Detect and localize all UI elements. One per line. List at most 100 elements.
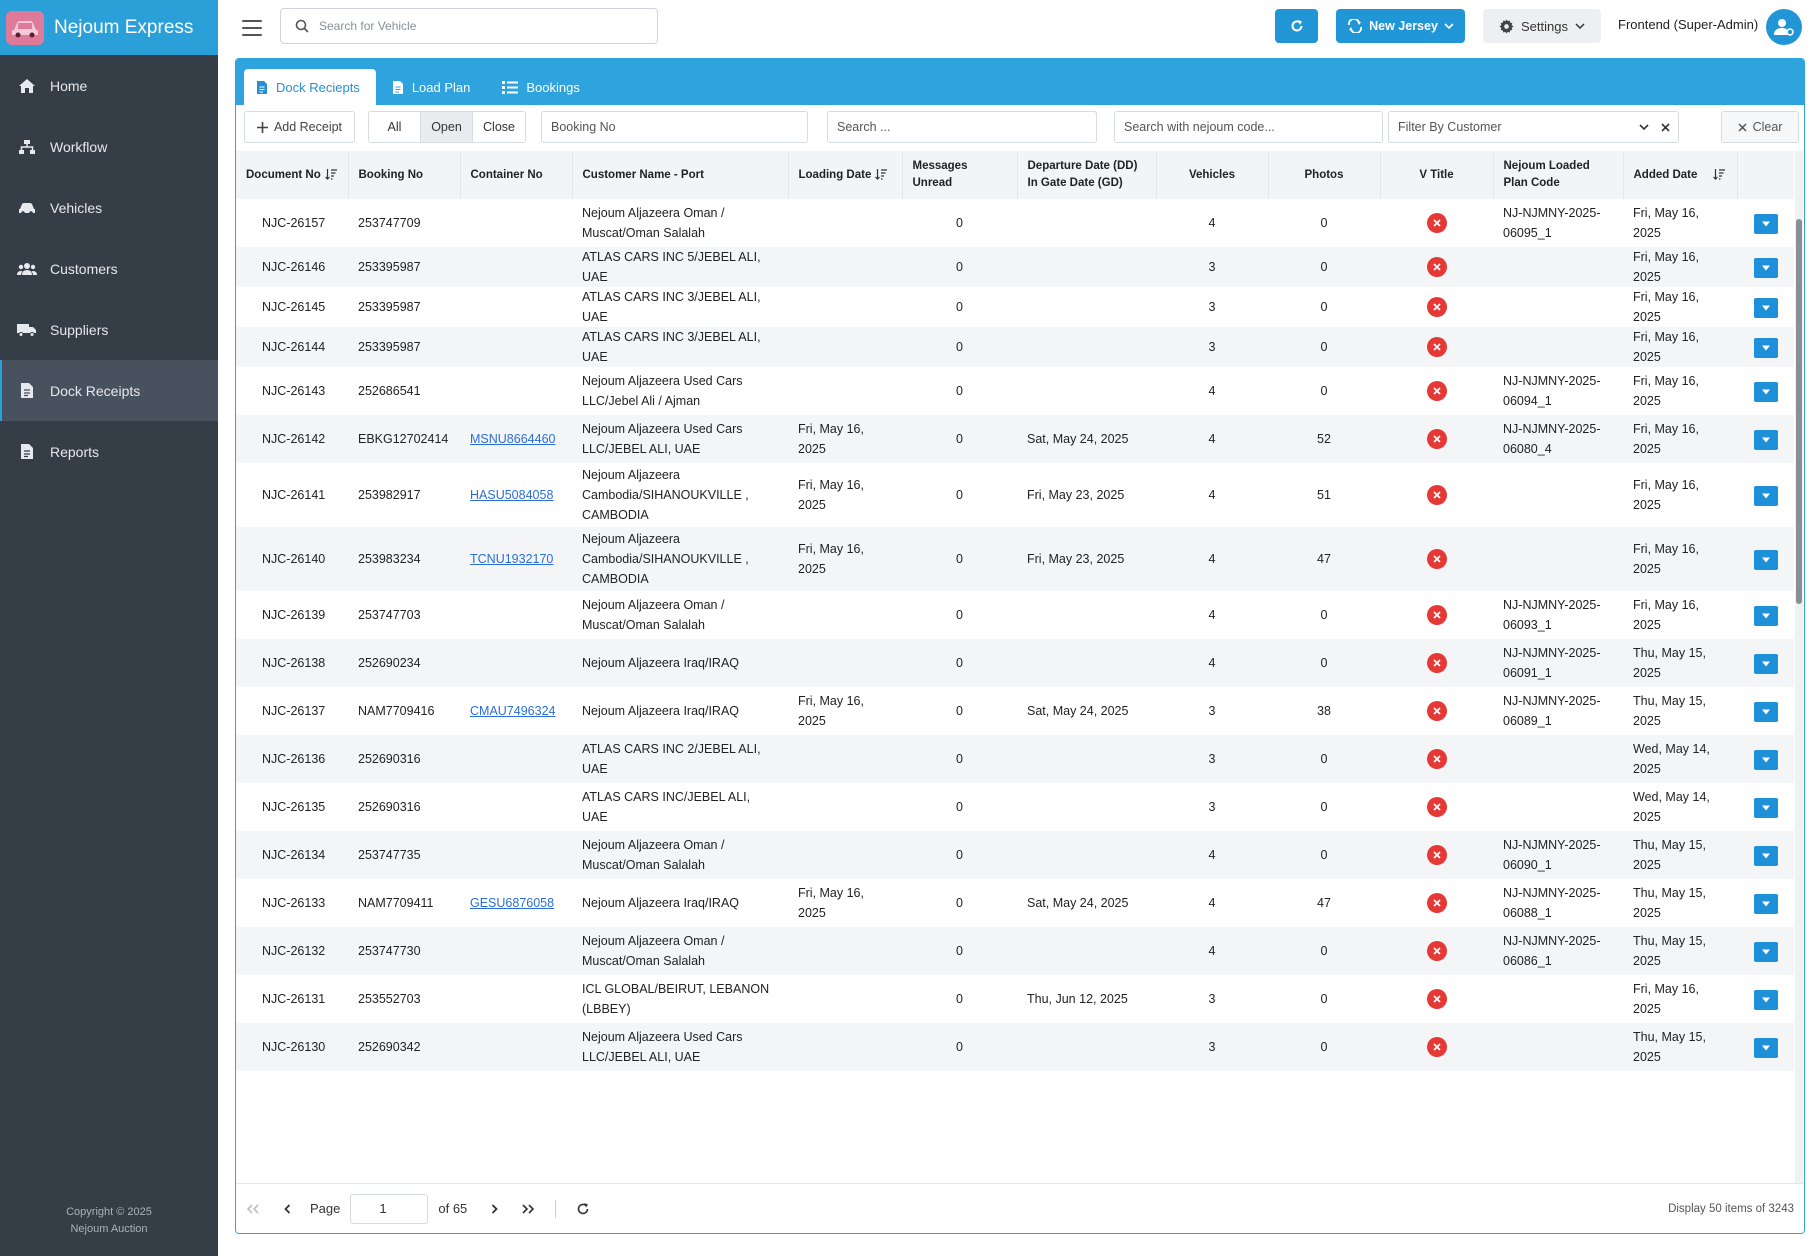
user-name[interactable]: Frontend (Super-Admin)	[1618, 17, 1759, 32]
sidebar-item-reports[interactable]: Reports	[0, 421, 218, 482]
column-header-messages-unread[interactable]: Messages Unread	[902, 151, 1018, 199]
table-row[interactable]: NJC-26138 252690234 Nejoum Aljazeera Iraq/…	[236, 639, 1794, 687]
table-row[interactable]: NJC-26132 253747730 Nejoum Aljazeera Oman …	[236, 927, 1794, 975]
row-actions-button[interactable]	[1753, 845, 1778, 866]
tab-load-plan[interactable]: Load Plan	[380, 69, 487, 105]
table-row[interactable]: NJC-26130 252690342 Nejoum Aljazeera Used …	[236, 1023, 1794, 1071]
column-header-loading-date[interactable]: Loading Date	[788, 151, 903, 199]
sidebar-item-workflow[interactable]: Workflow	[0, 116, 218, 177]
column-header-v-title[interactable]: V Title	[1380, 151, 1494, 199]
container-link[interactable]: HASU5084058	[470, 488, 554, 502]
row-actions-button[interactable]	[1753, 257, 1778, 278]
table-row[interactable]: NJC-26133 NAM7709411 GESU6876058 Nejoum Alj…	[236, 879, 1794, 927]
chevron-down-icon[interactable]	[1639, 124, 1649, 130]
loading-date-cell	[788, 367, 902, 415]
table-row[interactable]: NJC-26145 253395987 ATLAS CARS INC 3/JEBEL…	[236, 287, 1794, 327]
brand[interactable]: Nejoum Express	[0, 0, 218, 55]
column-header-document-no[interactable]: Document No	[236, 151, 349, 199]
sidebar-item-vehicles[interactable]: Vehicles	[0, 177, 218, 238]
search-input[interactable]: Search ...	[827, 111, 1097, 143]
table-row[interactable]: NJC-26134 253747735 Nejoum Aljazeera Oman …	[236, 831, 1794, 879]
table-row[interactable]: NJC-26157 253747709 Nejoum Aljazeera Oman …	[236, 199, 1794, 247]
sidebar-item-home[interactable]: Home	[0, 55, 218, 116]
container-no-cell: GESU6876058	[460, 879, 572, 927]
add-receipt-button[interactable]: Add Receipt	[244, 111, 355, 143]
filter-all-button[interactable]: All	[369, 112, 421, 142]
row-actions-button[interactable]	[1753, 429, 1778, 450]
page-number-input[interactable]: 1	[350, 1193, 429, 1224]
refresh-button[interactable]	[1275, 9, 1318, 43]
row-actions-button[interactable]	[1753, 1037, 1778, 1058]
row-actions-button[interactable]	[1753, 297, 1778, 318]
row-actions-button[interactable]	[1753, 989, 1778, 1010]
sort-icon[interactable]	[1713, 168, 1726, 180]
row-actions-button[interactable]	[1753, 605, 1778, 626]
sort-icon[interactable]	[875, 168, 888, 180]
sidebar-item-customers[interactable]: Customers	[0, 238, 218, 299]
close-icon[interactable]	[1661, 122, 1670, 132]
table-row[interactable]: NJC-26142 EBKG12702414 MSNU8664460 Nejoum A…	[236, 415, 1794, 463]
table-row[interactable]: NJC-26137 NAM7709416 CMAU7496324 Nejoum Alj…	[236, 687, 1794, 735]
tab-dock-reciepts[interactable]: Dock Reciepts	[244, 69, 376, 105]
branch-select-button[interactable]: New Jersey	[1336, 9, 1465, 43]
table-row[interactable]: NJC-26140 253983234 TCNU1932170 Nejoum Alja…	[236, 527, 1794, 591]
vehicle-search-input[interactable]: Search for Vehicle	[280, 8, 658, 44]
sidebar-item-suppliers[interactable]: Suppliers	[0, 299, 218, 360]
container-link[interactable]: GESU6876058	[470, 896, 555, 910]
booking-no-cell: 252690234	[348, 639, 460, 687]
table-row[interactable]: NJC-26135 252690316 ATLAS CARS INC/JEBEL A…	[236, 783, 1794, 831]
table-row[interactable]: NJC-26141 253982917 HASU5084058 Nejoum Alja…	[236, 463, 1794, 527]
row-actions-button[interactable]	[1753, 797, 1778, 818]
customer-filter-select[interactable]: Filter By Customer	[1388, 111, 1679, 143]
row-actions-button[interactable]	[1753, 381, 1778, 402]
column-header-photos[interactable]: Photos	[1268, 151, 1381, 199]
container-link[interactable]: CMAU7496324	[470, 704, 556, 718]
column-header-vehicles[interactable]: Vehicles	[1156, 151, 1269, 199]
container-link[interactable]: TCNU1932170	[470, 552, 554, 566]
filter-close-button[interactable]: Close	[483, 120, 515, 134]
sort-icon[interactable]	[324, 168, 337, 180]
table-row[interactable]: NJC-26143 252686541 Nejoum Aljazeera Used …	[236, 367, 1794, 415]
clear-button[interactable]: Clear	[1721, 111, 1799, 143]
row-actions-button[interactable]	[1753, 941, 1778, 962]
settings-button[interactable]: Settings	[1483, 9, 1601, 43]
table-row[interactable]: NJC-26139 253747703 Nejoum Aljazeera Oman …	[236, 591, 1794, 639]
page-number-value: 1	[379, 1201, 387, 1216]
column-header-plan-code[interactable]: Nejoum Loaded Plan Code	[1493, 151, 1624, 199]
tab-bookings[interactable]: Bookings	[490, 69, 595, 105]
container-no-cell	[460, 783, 572, 831]
column-header-added-date[interactable]: Added Date	[1623, 151, 1738, 199]
nejoum-code-input[interactable]: Search with nejoum code...	[1114, 111, 1383, 143]
gear-icon	[1499, 18, 1514, 34]
column-header-container-no[interactable]: Container No	[460, 151, 573, 199]
table-row[interactable]: NJC-26146 253395987 ATLAS CARS INC 5/JEBEL…	[236, 247, 1794, 287]
menu-toggle-icon[interactable]	[242, 19, 262, 36]
filter-open-button[interactable]: Open	[421, 112, 473, 142]
column-header-customer[interactable]: Customer Name - Port	[572, 151, 789, 199]
table-row[interactable]: NJC-26144 253395987 ATLAS CARS INC 3/JEBEL…	[236, 327, 1794, 367]
row-actions-button[interactable]	[1753, 485, 1778, 506]
sidebar-item-dock-receipts[interactable]: Dock Receipts	[0, 360, 218, 421]
row-actions-button[interactable]	[1753, 701, 1778, 722]
row-actions-button[interactable]	[1753, 893, 1778, 914]
last-page-icon[interactable]	[511, 1203, 545, 1214]
column-header-departure-date[interactable]: Departure Date (DD) In Gate Date (GD)	[1017, 151, 1157, 199]
table-row[interactable]: NJC-26136 252690316 ATLAS CARS INC 2/JEBEL…	[236, 735, 1794, 783]
container-link[interactable]: MSNU8664460	[470, 432, 556, 446]
first-page-icon[interactable]	[236, 1203, 270, 1214]
user-avatar[interactable]	[1766, 9, 1802, 45]
departure-date-cell: Thu, Jun 12, 2025	[1027, 992, 1128, 1006]
refresh-icon[interactable]	[566, 1202, 600, 1216]
scrollbar-track[interactable]	[1795, 151, 1803, 1183]
row-actions-button[interactable]	[1753, 549, 1778, 570]
row-actions-button[interactable]	[1753, 749, 1778, 770]
column-header-booking-no[interactable]: Booking No	[348, 151, 461, 199]
row-actions-button[interactable]	[1753, 337, 1778, 358]
scrollbar-thumb[interactable]	[1796, 219, 1802, 604]
booking-no-input[interactable]: Booking No	[541, 111, 808, 143]
row-actions-button[interactable]	[1753, 213, 1778, 234]
next-page-icon[interactable]	[477, 1203, 511, 1214]
row-actions-button[interactable]	[1753, 653, 1778, 674]
table-row[interactable]: NJC-26131 253552703 ICL GLOBAL/BEIRUT, LEB…	[236, 975, 1794, 1023]
previous-page-icon[interactable]	[270, 1203, 304, 1214]
